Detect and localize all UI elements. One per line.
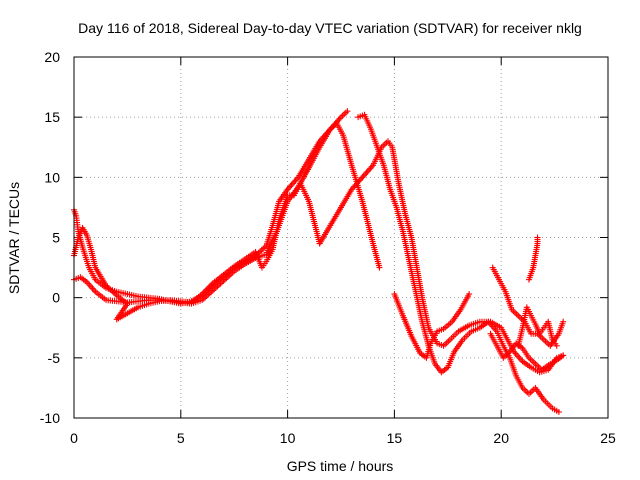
- y-tick-label: 15: [44, 109, 60, 125]
- x-axis-label: GPS time / hours: [287, 458, 394, 474]
- y-tick-label: -5: [48, 350, 61, 366]
- data-point: [560, 352, 567, 359]
- y-tick-label: 0: [52, 290, 60, 306]
- data-point: [560, 318, 567, 325]
- plot-frame: [73, 56, 609, 419]
- y-tick-label: 20: [44, 49, 60, 65]
- x-tick-label: 10: [280, 430, 296, 446]
- series-track-i: [525, 234, 541, 283]
- data-point: [344, 108, 351, 115]
- ticks: 0 5 10 15 20 25 -10 -5 0 5 10 15 20: [40, 49, 616, 446]
- x-tick-label: 15: [387, 430, 403, 446]
- data-point: [534, 234, 541, 241]
- data-point: [553, 342, 560, 349]
- data-point: [466, 291, 473, 298]
- chart-title: Day 116 of 2018, Sidereal Day-to-day VTE…: [78, 20, 582, 36]
- y-tick-label: -10: [40, 410, 60, 426]
- series-track-j: [515, 304, 560, 349]
- y-axis-label: SDTVAR / TECUs: [6, 182, 22, 294]
- series-track-e: [355, 111, 562, 415]
- series-track-f: [391, 291, 473, 361]
- y-tick-label: 10: [44, 169, 60, 185]
- x-tick-label: 25: [600, 430, 616, 446]
- data-points: [71, 108, 567, 415]
- y-tick-label: 5: [52, 230, 60, 246]
- x-tick-label: 5: [177, 430, 185, 446]
- x-tick-label: 0: [70, 430, 78, 446]
- data-point: [376, 264, 383, 271]
- grid: [74, 57, 608, 418]
- x-tick-label: 20: [493, 430, 509, 446]
- series-track-c: [71, 180, 323, 323]
- data-point: [555, 408, 562, 415]
